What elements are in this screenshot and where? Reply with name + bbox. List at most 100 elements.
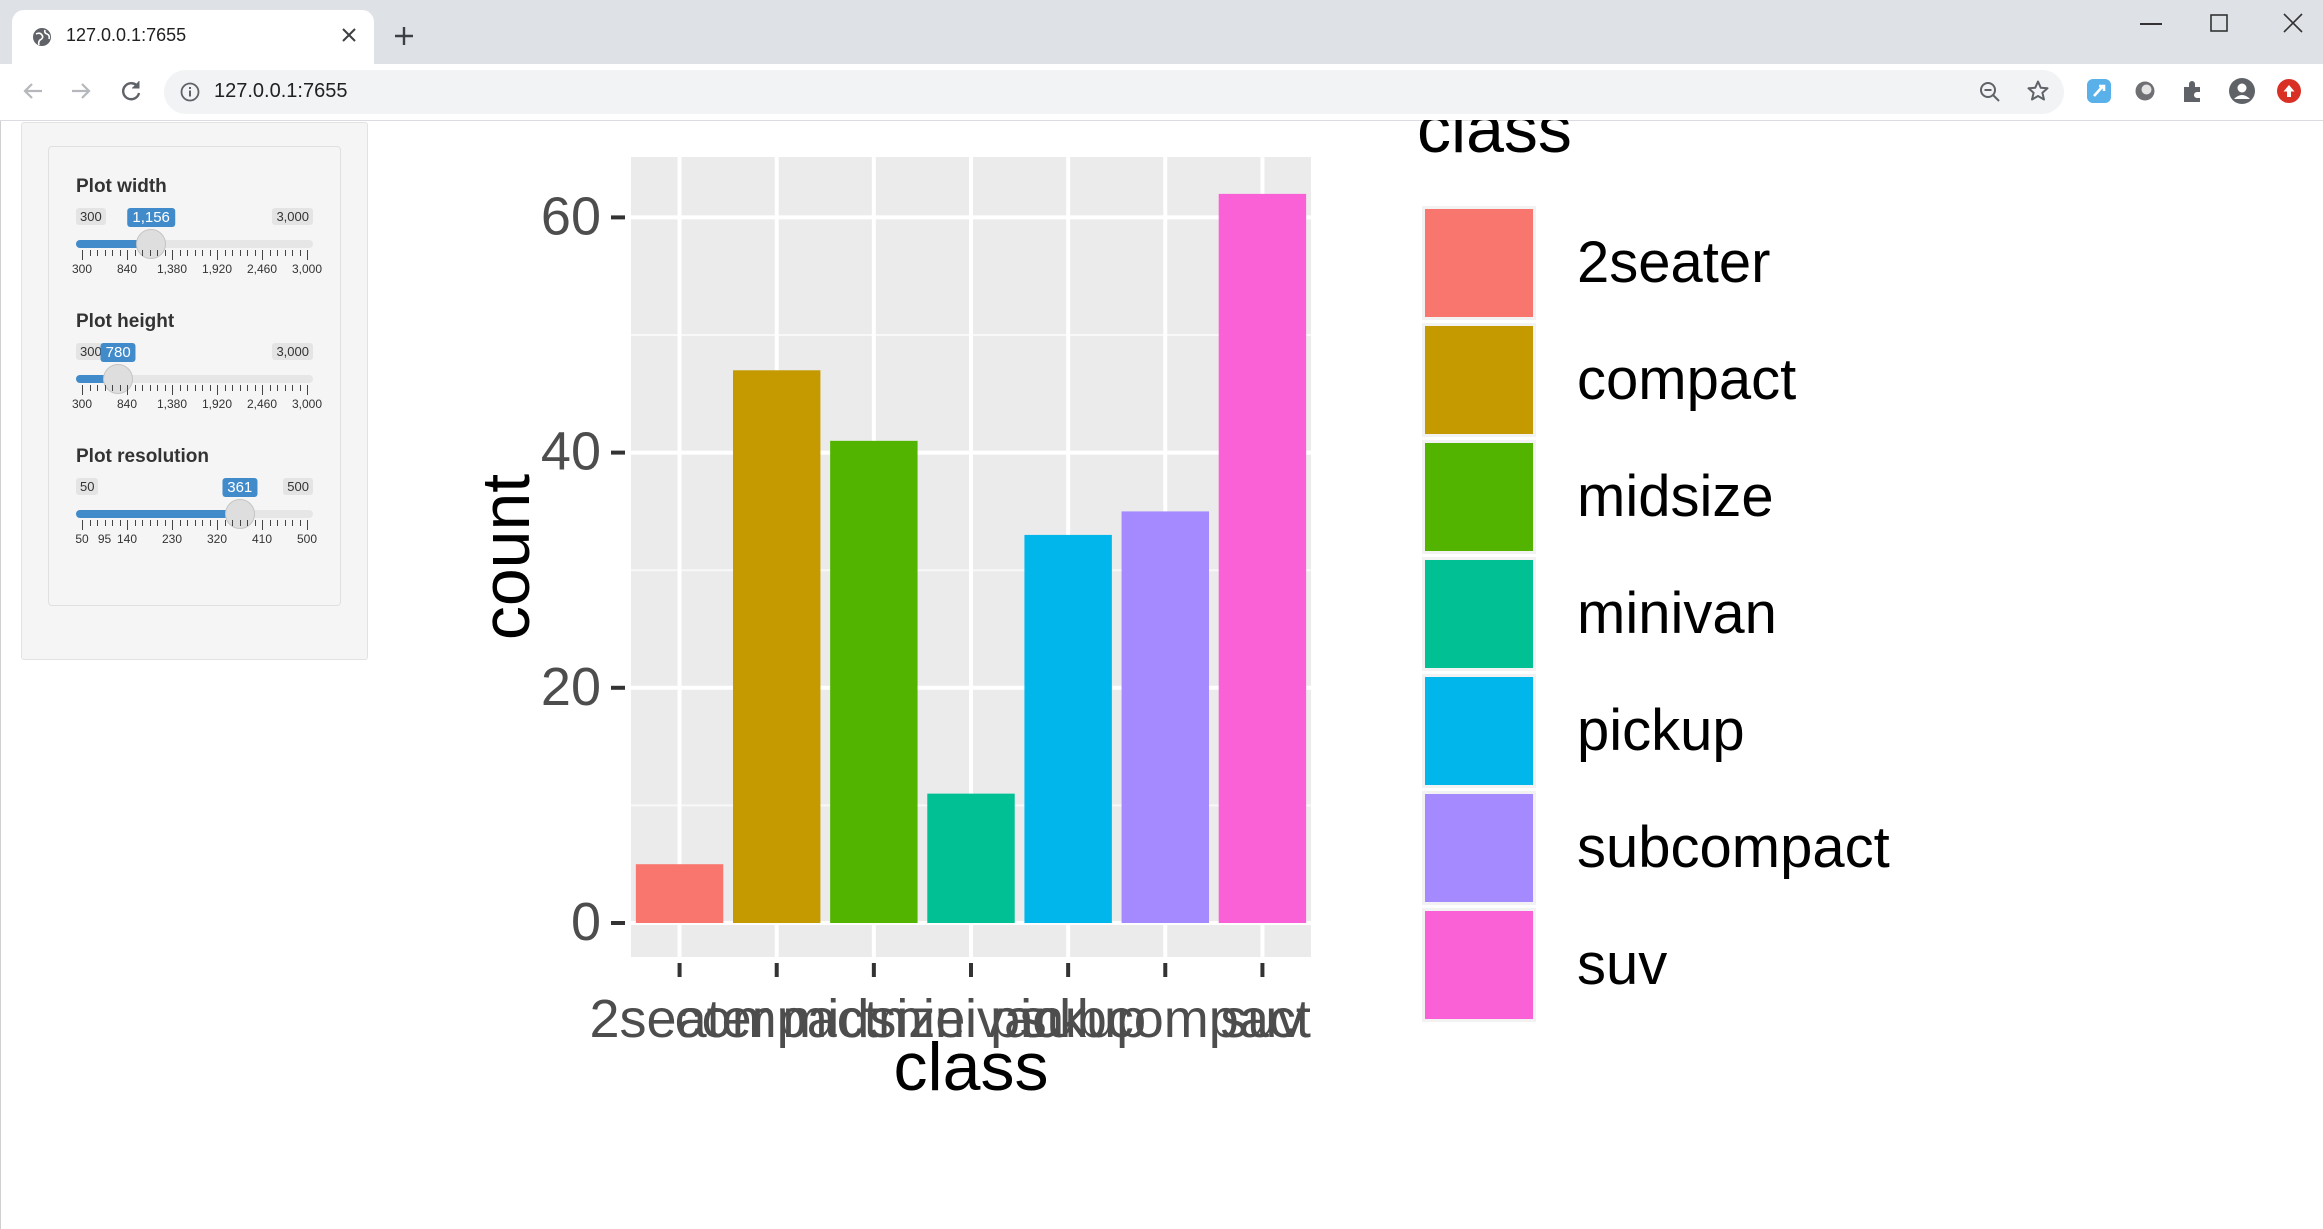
slider-tick <box>119 250 121 256</box>
slider-tick <box>262 520 263 530</box>
slider-tick <box>172 520 173 530</box>
back-arrow-icon[interactable] <box>20 78 46 104</box>
slider-tick <box>284 385 286 391</box>
maximize-window-icon[interactable] <box>2210 14 2228 32</box>
close-tab-icon[interactable] <box>338 24 360 46</box>
slider-tick-label: 1,920 <box>201 397 233 411</box>
slider-tick-label: 320 <box>206 532 228 546</box>
legend-label: compact <box>1577 347 1796 412</box>
slider-tick <box>247 520 248 526</box>
slider-tick-label: 2,460 <box>246 397 278 411</box>
slider-tick <box>284 250 286 256</box>
slider-tick <box>292 385 293 391</box>
slider-tick <box>187 250 188 256</box>
slider-fill <box>76 510 240 518</box>
slider-track[interactable] <box>76 375 313 383</box>
slider-tick-label: 840 <box>116 397 138 411</box>
slider-tick-label: 2,460 <box>246 262 278 276</box>
slider-tick-label: 230 <box>161 532 183 546</box>
page-content <box>0 121 2323 1229</box>
slider-tick <box>89 385 91 391</box>
slider-tick <box>149 385 151 391</box>
slider-handle[interactable] <box>136 229 167 259</box>
slider-label: Plot width <box>76 176 167 197</box>
slider-handle[interactable] <box>103 364 134 394</box>
bar-minivan <box>927 793 1015 923</box>
slider-tick <box>269 385 271 391</box>
slider-label: Plot resolution <box>76 446 209 467</box>
url-text[interactable]: 127.0.0.1:7655 <box>214 80 348 102</box>
slider-fill <box>76 375 119 383</box>
slider-tick <box>307 520 308 530</box>
slider-tick <box>262 250 263 260</box>
new-tab-icon[interactable] <box>392 24 416 48</box>
slider-min-label: 300 <box>76 208 106 225</box>
slider-tick-label: 3,000 <box>291 262 323 276</box>
slider-tick <box>224 520 226 526</box>
slider-tick <box>179 385 181 391</box>
slider-min-label: 300 <box>76 343 106 360</box>
slider-tick <box>82 250 83 260</box>
slider-tick <box>299 250 301 256</box>
slider-tick <box>134 385 136 391</box>
slider-tick <box>284 520 286 526</box>
slider-tick <box>292 520 293 526</box>
slider-tick <box>254 385 256 391</box>
slider-tick <box>269 520 271 526</box>
reload-icon[interactable] <box>118 78 144 104</box>
slider-tick <box>112 250 113 256</box>
slider-track[interactable] <box>76 240 313 248</box>
slider-max-label: 500 <box>283 478 313 495</box>
slider-tick <box>239 250 241 256</box>
info-icon[interactable] <box>180 82 200 102</box>
slider-tick <box>247 385 248 391</box>
legend-label: midsize <box>1577 464 1774 529</box>
slider-tick-label: 300 <box>71 397 93 411</box>
legend-key-midsize <box>1425 443 1533 551</box>
slider-tick <box>164 250 166 256</box>
legend-label: minivan <box>1577 581 1777 646</box>
legend-label: pickup <box>1577 698 1745 763</box>
slider-tick <box>172 250 173 260</box>
extension-circle-icon[interactable] <box>2134 80 2156 102</box>
profile-avatar-icon[interactable] <box>2228 77 2256 105</box>
bar-compact <box>733 370 821 923</box>
browser-tab[interactable] <box>12 10 374 64</box>
y-tick-label: 40 <box>541 422 601 482</box>
address-bar[interactable] <box>164 70 2064 114</box>
legend-key-2seater <box>1425 209 1533 317</box>
x-tick-label: subcompact <box>1020 989 1311 1049</box>
zoom-out-icon[interactable] <box>1978 80 2002 104</box>
slider-tick-label: 300 <box>71 262 93 276</box>
slider-tick <box>127 250 128 260</box>
update-available-icon[interactable] <box>2276 78 2302 104</box>
slider-tick <box>149 250 151 256</box>
slider-tick <box>247 250 248 256</box>
slider-tick <box>209 385 211 391</box>
slider-tick <box>254 520 256 526</box>
slider-tick <box>157 250 158 256</box>
forward-arrow-icon[interactable] <box>68 78 94 104</box>
y-tick-label: 60 <box>541 186 601 246</box>
slider-value-label: 780 <box>100 343 136 362</box>
slider-tick-label: 3,000 <box>291 397 323 411</box>
y-axis-title: count <box>468 474 544 640</box>
bookmark-star-icon[interactable] <box>2026 79 2050 103</box>
slider-tick <box>157 520 158 526</box>
slider-tick <box>232 250 233 256</box>
slider-tick-label: 840 <box>116 262 138 276</box>
extension-icon[interactable] <box>2086 78 2112 104</box>
slider-tick <box>104 520 106 526</box>
close-window-icon[interactable] <box>2282 12 2304 34</box>
slider-tick <box>82 385 83 395</box>
slider-tick <box>217 250 218 260</box>
legend-label: suv <box>1577 932 1667 997</box>
slider-tick <box>112 385 113 391</box>
slider-tick <box>307 250 308 260</box>
minimize-window-icon[interactable] <box>2140 22 2162 26</box>
extensions-puzzle-icon[interactable] <box>2180 78 2206 104</box>
bar-suv <box>1218 193 1307 923</box>
tab-strip <box>0 0 2323 64</box>
slider-tick <box>164 385 166 391</box>
slider-tick <box>254 250 256 256</box>
